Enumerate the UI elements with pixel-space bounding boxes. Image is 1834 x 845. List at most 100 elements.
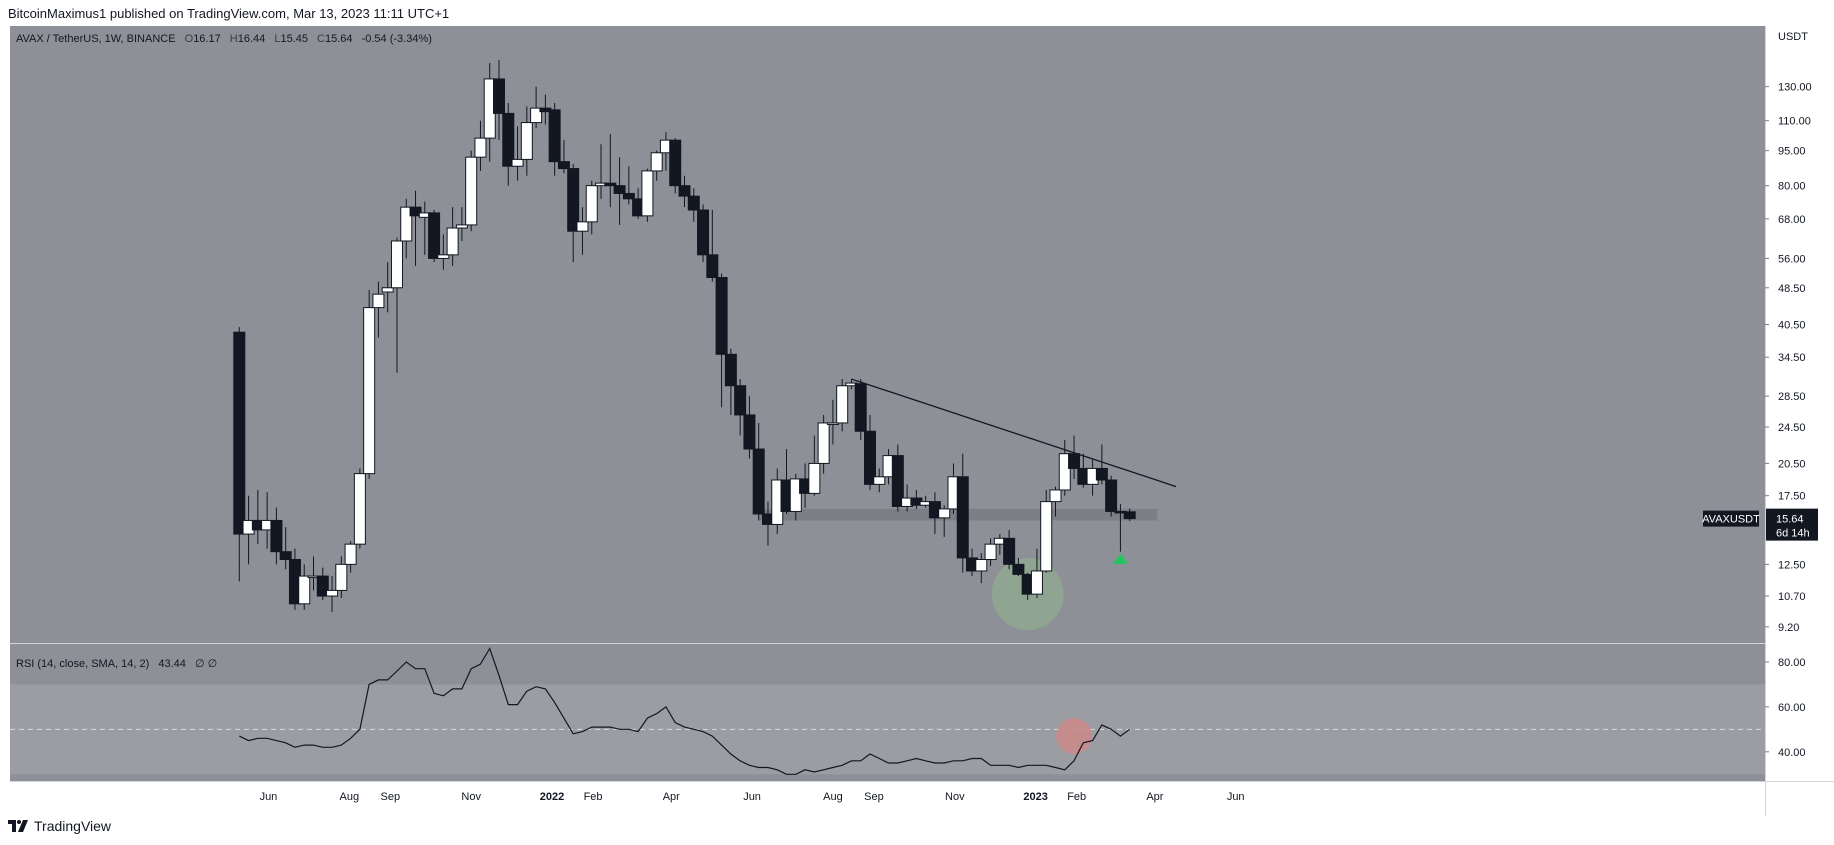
rsi-legend: RSI (14, close, SMA, 14, 2) 43.44 ∅ ∅ xyxy=(16,658,217,670)
price-tick-label: 68.00 xyxy=(1778,214,1806,226)
candle-up xyxy=(474,137,487,158)
candle-up xyxy=(465,156,478,226)
candle-down xyxy=(279,551,292,560)
candle-up xyxy=(353,473,366,545)
candle-down xyxy=(622,192,635,200)
time-tick-label: Aug xyxy=(823,791,843,803)
candle-down xyxy=(233,331,246,535)
price-tick-label: 20.50 xyxy=(1778,458,1806,470)
candle-down xyxy=(567,168,580,232)
candle-down xyxy=(697,209,710,256)
price-tick-label: 110.00 xyxy=(1778,116,1811,128)
time-axis[interactable]: Jun Aug Sep Nov 2022 Feb Apr Jun Aug Sep Nov 2023 Fe… xyxy=(260,791,1245,803)
candle-down xyxy=(669,139,682,187)
candle-down xyxy=(493,78,505,114)
price-axis[interactable]: 130.00 110.00 95.00 80.00 68.00 56.00 48.50 40.… xyxy=(1765,82,1812,634)
time-tick-label: Apr xyxy=(1146,791,1163,803)
candle-up xyxy=(808,462,821,494)
publish-info: BitcoinMaximus1 published on TradingView… xyxy=(8,6,450,21)
last-price-tag: AVAXUSDT 15.64 6d 14h xyxy=(1702,508,1818,541)
up-arrow-icon xyxy=(1112,553,1129,564)
footer-brand: TradingView xyxy=(34,818,112,834)
time-tick-label: 2022 xyxy=(540,791,564,803)
candle-up xyxy=(381,287,394,293)
candle-up xyxy=(1049,489,1062,503)
time-tick-label: Aug xyxy=(339,791,359,803)
candle-down xyxy=(864,430,876,485)
candle-down xyxy=(854,383,867,432)
candle-up xyxy=(400,206,413,242)
candle-up xyxy=(530,107,543,124)
candle-down xyxy=(706,254,719,279)
price-tick-label: 9.20 xyxy=(1778,622,1799,634)
candle-down xyxy=(724,353,737,387)
price-tick-label: 40.50 xyxy=(1778,320,1806,332)
tradingview-logo-icon xyxy=(8,820,28,832)
candle-down xyxy=(752,448,765,515)
candle-up xyxy=(585,185,598,223)
candle-up xyxy=(1040,501,1053,572)
candle-down xyxy=(715,277,728,355)
price-tag-bg xyxy=(1766,508,1818,541)
candle-up xyxy=(363,307,376,475)
candle-down xyxy=(1095,467,1108,481)
candle-up xyxy=(641,170,654,217)
rsi-band xyxy=(10,684,1765,775)
candle-up xyxy=(335,563,348,591)
candle-up xyxy=(650,152,663,172)
price-tick-label: 34.50 xyxy=(1778,352,1806,364)
rsi-line xyxy=(239,647,1131,775)
candle-down xyxy=(1012,563,1025,575)
price-tick-label: 130.00 xyxy=(1778,82,1812,94)
price-tag-countdown: 6d 14h xyxy=(1776,528,1810,540)
time-tick-label: Jun xyxy=(1227,791,1245,803)
price-tick-label: 56.00 xyxy=(1778,253,1806,265)
candle-up xyxy=(372,293,385,309)
candle-down xyxy=(891,455,904,507)
candle-down xyxy=(316,575,329,597)
symbol-tag: AVAXUSDT xyxy=(1702,514,1760,526)
descending-trendline[interactable] xyxy=(851,378,1177,488)
time-tick-label: Sep xyxy=(381,791,401,803)
candle-up xyxy=(938,508,951,519)
rsi-tick-label: 80.00 xyxy=(1778,657,1806,669)
chart-area[interactable]: AVAX / TetherUS, 1W, BINANCE O16.17 H16.… xyxy=(0,26,1834,816)
candle-down xyxy=(1105,479,1118,512)
price-axis-unit: USDT xyxy=(1778,31,1808,43)
candle-up xyxy=(836,385,849,424)
candle-down xyxy=(428,212,441,259)
price-tick-label: 12.50 xyxy=(1778,559,1806,571)
candle-up xyxy=(873,476,886,485)
candle-up xyxy=(576,221,589,232)
time-tick-label: Jun xyxy=(743,791,761,803)
candle-down xyxy=(557,161,570,170)
candle-down xyxy=(687,195,700,211)
candle-up xyxy=(984,543,997,560)
rsi-tick-label: 60.00 xyxy=(1778,702,1806,714)
candle-up xyxy=(437,254,450,259)
candle-up xyxy=(520,122,533,160)
candle-down xyxy=(1068,453,1081,469)
candle-down xyxy=(734,385,747,416)
price-tick-label: 48.50 xyxy=(1778,283,1806,295)
candle-down xyxy=(743,414,756,450)
price-tick-label: 80.00 xyxy=(1778,181,1806,193)
time-tick-label: 2023 xyxy=(1023,791,1047,803)
price-tick-label: 10.70 xyxy=(1778,591,1806,603)
price-legend: AVAX / TetherUS, 1W, BINANCE O16.17 H16.… xyxy=(16,33,432,45)
time-tick-label: Nov xyxy=(945,791,965,803)
candle-down xyxy=(1003,537,1016,565)
candle-up xyxy=(1030,570,1043,595)
time-tick-label: Feb xyxy=(1067,791,1086,803)
candle-down xyxy=(409,206,422,217)
candle-up xyxy=(1058,453,1071,491)
symbol-title: AVAX / TetherUS, 1W, BINANCE xyxy=(16,33,176,45)
price-tick-label: 95.00 xyxy=(1778,146,1806,158)
price-tag-value: 15.64 xyxy=(1776,514,1804,526)
time-tick-label: Sep xyxy=(864,791,884,803)
candle-down xyxy=(1123,511,1136,520)
candle-down xyxy=(548,109,561,163)
footer: TradingView xyxy=(8,818,111,834)
candle-down xyxy=(678,185,691,197)
candle-up xyxy=(826,422,839,425)
